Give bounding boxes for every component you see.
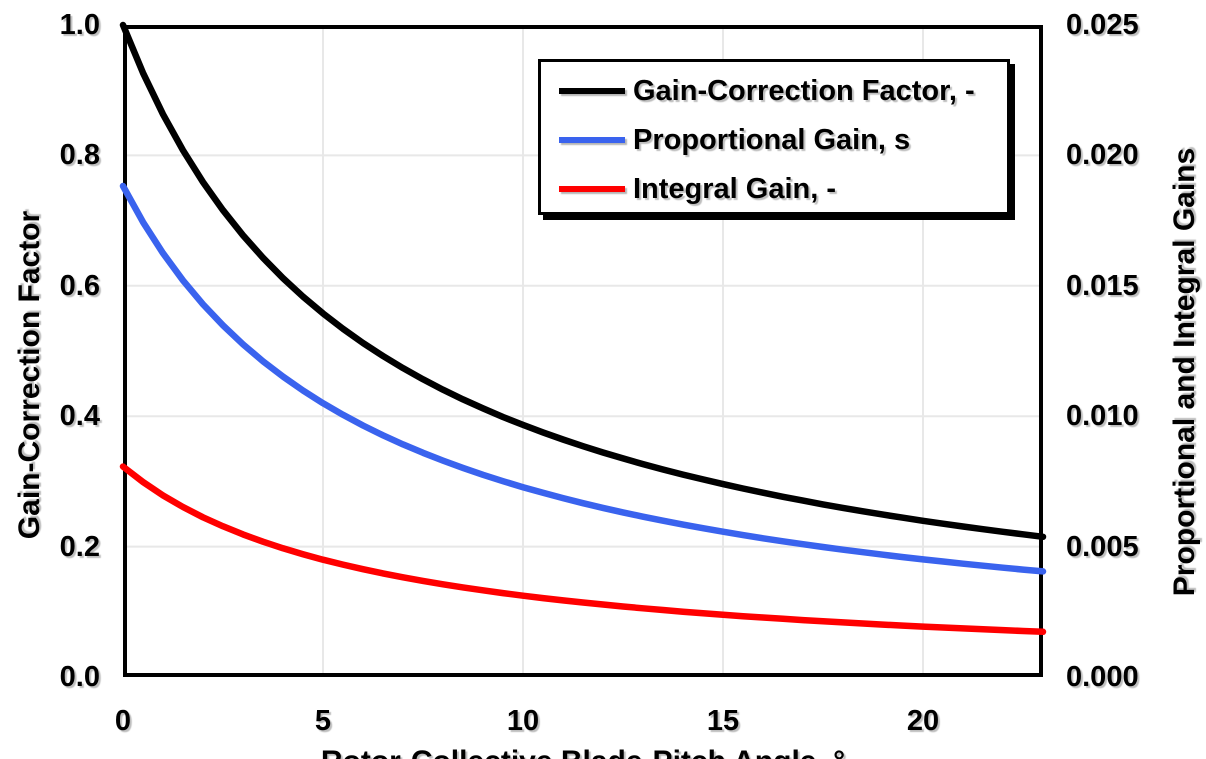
y-axis-title-right: Proportional and Integral Gains	[1168, 147, 1201, 597]
legend-item-proportional-gain: Proportional Gain, s	[541, 115, 1007, 164]
x-tick-label: 5	[314, 705, 332, 737]
y-tick-label-left: 0.6	[59, 269, 100, 302]
y-tick-label-left: 1.0	[59, 9, 100, 41]
y-tick-label-left: 0.8	[59, 139, 100, 172]
x-axis-title: Rotor-Collective Blade-Pitch Angle, °	[223, 744, 943, 759]
legend-item-integral-gain: Integral Gain, -	[541, 164, 1007, 213]
legend: Gain-Correction Factor, - Proportional G…	[538, 59, 1010, 215]
y-tick-label-right: 0.010	[1066, 400, 1139, 433]
legend-label: Proportional Gain, s	[633, 123, 911, 156]
y-tick-label-left: 0.4	[59, 400, 100, 433]
y-tick-label-right: 0.025	[1066, 9, 1139, 41]
y-tick-label-right: 0.000	[1066, 661, 1139, 693]
x-tick-label: 0	[114, 705, 132, 737]
y-tick-label-left: 0.2	[59, 530, 100, 563]
legend-label: Integral Gain, -	[633, 172, 837, 205]
y-tick-label-right: 0.015	[1066, 269, 1139, 302]
x-tick-label: 20	[906, 705, 940, 737]
y-axis-title-left: Gain-Correction Factor	[13, 210, 46, 540]
legend-item-gain-correction-factor: Gain-Correction Factor, -	[541, 66, 1007, 115]
legend-line-sample-red	[559, 185, 625, 192]
y-tick-label-right: 0.020	[1066, 139, 1139, 172]
legend-line-sample-black	[559, 87, 625, 94]
x-tick-label: 15	[706, 705, 740, 737]
legend-line-sample-blue	[559, 136, 625, 143]
y-tick-label-left: 0.0	[59, 661, 100, 693]
legend-label: Gain-Correction Factor, -	[633, 74, 975, 107]
y-tick-label-right: 0.005	[1066, 530, 1139, 563]
x-tick-label: 10	[506, 705, 540, 737]
